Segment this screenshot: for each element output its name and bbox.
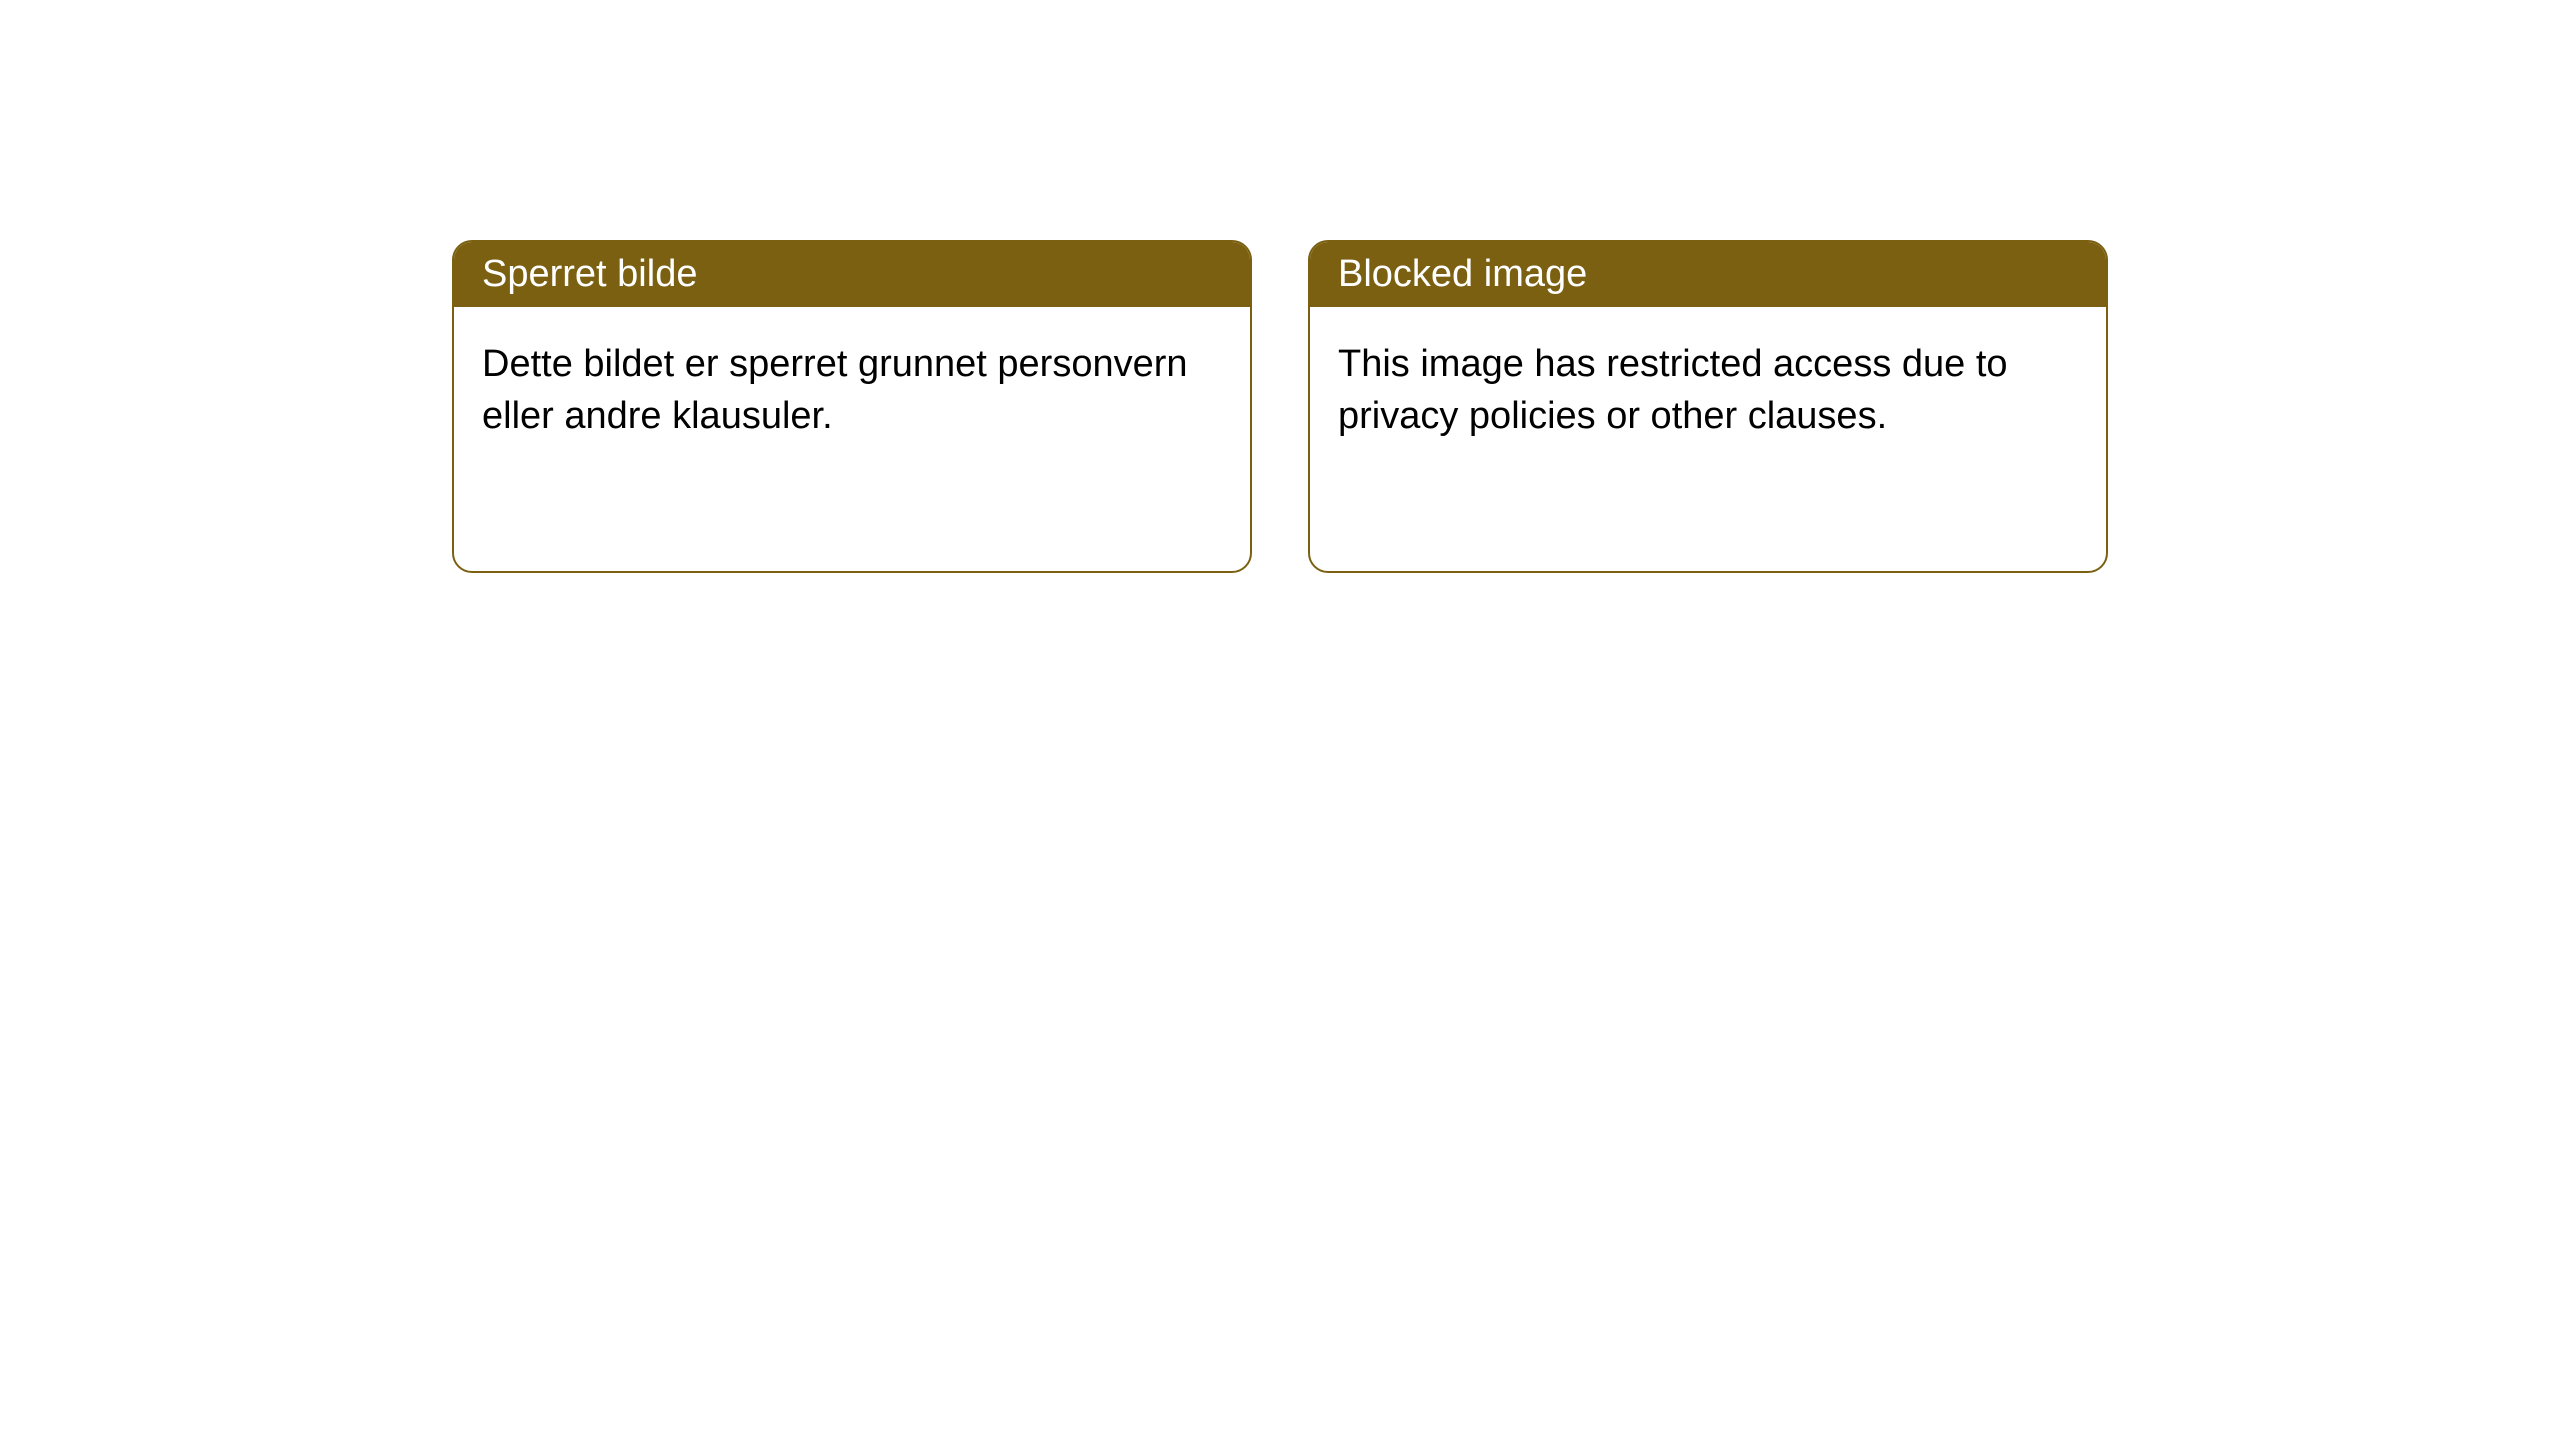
card-header-text: Blocked image — [1338, 253, 1587, 295]
card-header: Sperret bilde — [454, 242, 1250, 307]
card-body-text: This image has restricted access due to … — [1338, 343, 2008, 436]
notice-card-norwegian: Sperret bilde Dette bildet er sperret gr… — [452, 240, 1252, 573]
card-header: Blocked image — [1310, 242, 2106, 307]
card-body: This image has restricted access due to … — [1310, 307, 2106, 474]
card-header-text: Sperret bilde — [482, 253, 697, 295]
notice-container: Sperret bilde Dette bildet er sperret gr… — [452, 240, 2108, 573]
card-body-text: Dette bildet er sperret grunnet personve… — [482, 343, 1188, 436]
card-body: Dette bildet er sperret grunnet personve… — [454, 307, 1250, 474]
notice-card-english: Blocked image This image has restricted … — [1308, 240, 2108, 573]
